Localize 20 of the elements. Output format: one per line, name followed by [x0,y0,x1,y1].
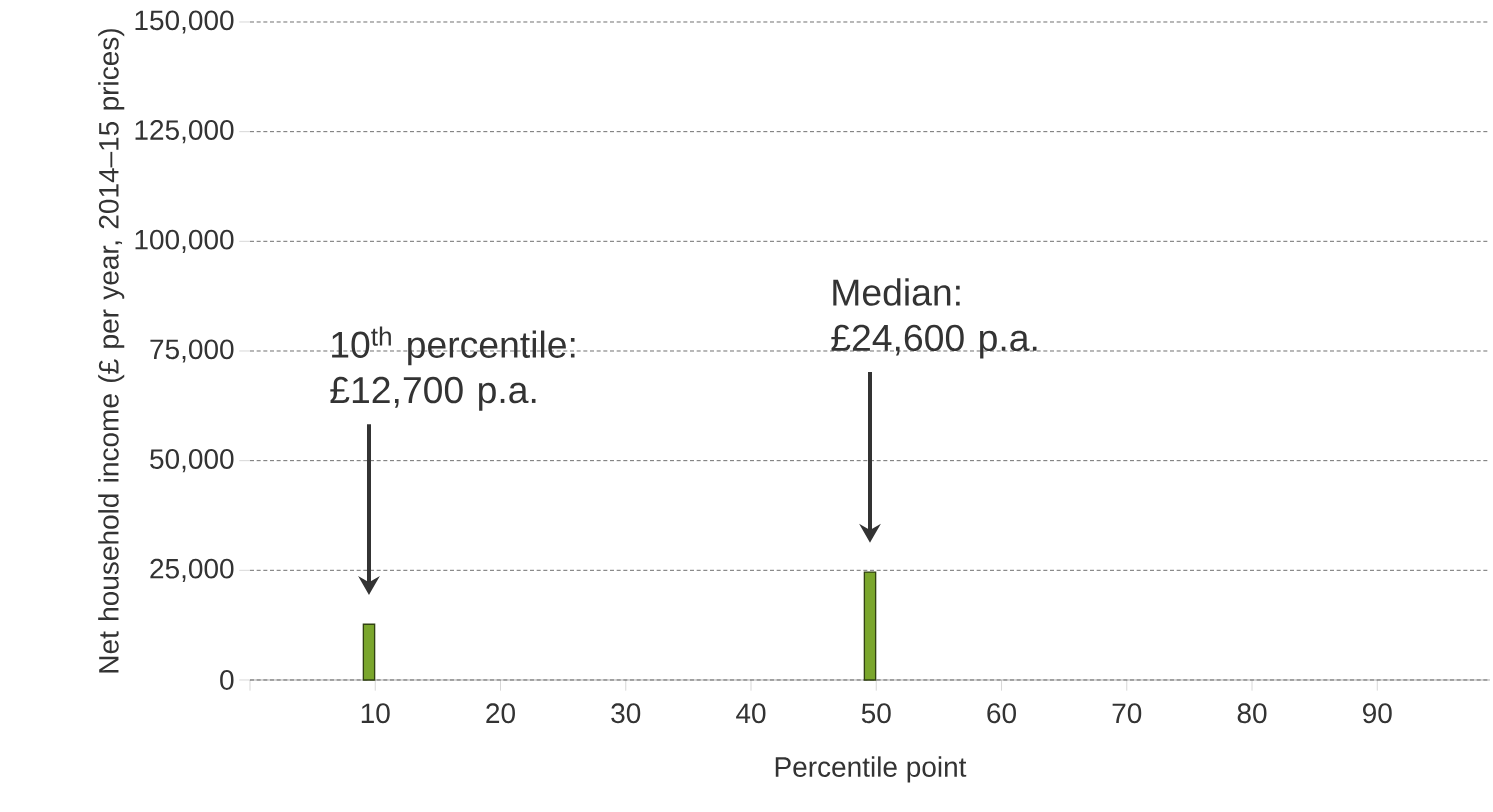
y-tick-label: 25,000 [150,558,234,582]
y-axis-title: Net household income (£ per year, 2014–15 prices) [98,29,125,673]
y-tick-label: 0 [220,670,234,690]
y-tick-label: 150,000 [135,10,234,34]
annotation: Median: £24,600 p.a. [831,278,1037,359]
y-tick-label: 50,000 [150,449,234,473]
x-tick-label: 80 [1237,703,1267,724]
x-tick-label: 60 [987,703,1016,724]
x-axis-title: Percentile point [775,756,967,783]
x-tick-label: 50 [861,703,891,724]
y-tick-label: 125,000 [135,120,234,144]
x-tick-label: 10 [361,703,390,724]
x-tick-label: 20 [486,703,515,724]
x-tick-label: 30 [611,703,641,724]
y-tick-label: 100,000 [135,229,234,253]
x-tick-label: 70 [1112,703,1142,724]
y-tick-label: 75,000 [150,339,234,363]
annotation: 10$^{th}$ percentile: £12,700 p.a. [330,326,575,411]
x-tick-label: 40 [736,703,766,724]
x-tick-label: 90 [1363,703,1392,724]
